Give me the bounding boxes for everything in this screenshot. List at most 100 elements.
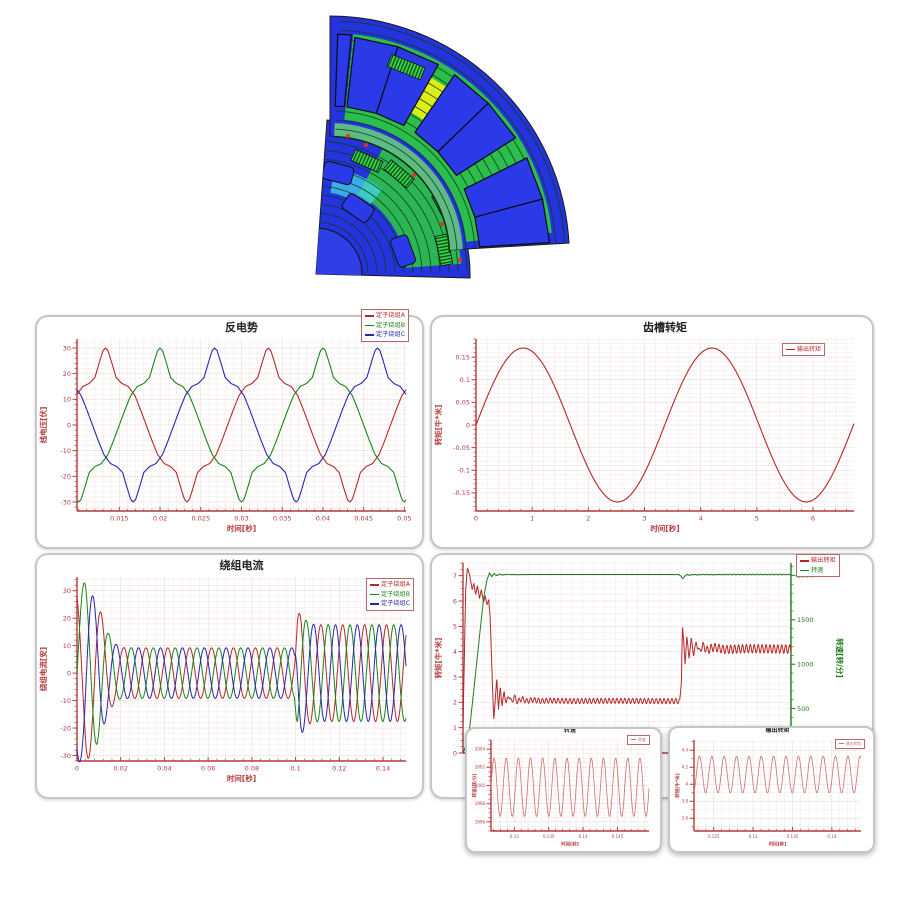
legend-item: 输出转矩 [839, 741, 861, 747]
back-emf-chart-card: 0.015 0.02 0.025 0.03 0.035 0.04 0.045 0.05 30 20… [35, 315, 424, 549]
svg-text:0.02: 0.02 [153, 515, 167, 523]
svg-text:3.8: 3.8 [682, 799, 689, 804]
svg-text:时间[秒]: 时间[秒] [650, 523, 679, 533]
legend-item: 转速 [800, 566, 836, 576]
legend-item: 定子绕组B [370, 590, 410, 600]
legend-label: 转速 [638, 737, 646, 742]
legend-label: 定子绕组A [381, 581, 410, 588]
svg-text:4: 4 [685, 782, 688, 787]
svg-text:转速[转/分]: 转速[转/分] [471, 774, 478, 798]
legend-label: 定子绕组C [376, 331, 406, 339]
legend-dash-icon [786, 348, 795, 351]
svg-text:0.015: 0.015 [110, 515, 129, 523]
svg-text:20: 20 [63, 370, 71, 378]
speed-inset-window[interactable]: 0.13 0.135 0.14 0.145 2004 2002 2000 1998 1996 时间… [465, 727, 662, 853]
svg-text:-0.05: -0.05 [453, 444, 470, 452]
svg-text:7: 7 [453, 572, 457, 580]
svg-text:4: 4 [453, 648, 457, 656]
legend-dash-icon [370, 593, 379, 596]
legend-label: 定子绕组B [381, 590, 410, 598]
svg-text:1500: 1500 [797, 616, 814, 624]
output-torque-inset-chart[interactable]: 0.125 0.13 0.135 0.14 4.4 4.2 4 3.8 3.6 时间[秒] 转矩[牛… [670, 728, 869, 847]
legend-dash-icon [800, 560, 809, 562]
speed-inset-legend: 转速 [627, 735, 650, 745]
svg-text:1: 1 [453, 724, 457, 732]
svg-text:10: 10 [63, 396, 71, 404]
svg-text:0.13: 0.13 [749, 834, 758, 839]
svg-text:-30: -30 [60, 752, 71, 760]
legend-label: 输出转矩 [797, 346, 822, 353]
legend-label: 定子绕组C [381, 600, 411, 608]
svg-text:-0.15: -0.15 [453, 489, 470, 497]
svg-text:1998: 1998 [475, 801, 486, 806]
svg-text:2000: 2000 [475, 783, 486, 788]
legend-item: 转速 [631, 737, 646, 743]
svg-text:3: 3 [453, 673, 457, 681]
svg-text:4.2: 4.2 [682, 765, 689, 770]
legend-item: 定子绕组C [370, 599, 410, 609]
svg-text:2: 2 [586, 515, 590, 523]
svg-text:-0.1: -0.1 [457, 467, 470, 475]
svg-text:时间[秒]: 时间[秒] [227, 773, 256, 783]
svg-text:0.05: 0.05 [397, 515, 411, 523]
svg-text:0.045: 0.045 [354, 515, 373, 523]
svg-text:0.12: 0.12 [332, 765, 346, 773]
svg-text:0.135: 0.135 [543, 834, 555, 839]
svg-text:绕组电流: 绕组电流 [220, 558, 264, 572]
svg-text:输出转矩: 输出转矩 [765, 728, 789, 734]
svg-text:-30: -30 [60, 498, 71, 506]
legend-dash-icon [370, 603, 379, 605]
svg-text:500: 500 [797, 705, 809, 713]
legend-dash-icon [365, 324, 374, 327]
back-emf-chart[interactable]: 0.015 0.02 0.025 0.03 0.035 0.04 0.045 0.05 30 20… [37, 317, 418, 543]
svg-text:3: 3 [642, 515, 646, 523]
svg-text:0: 0 [75, 765, 79, 773]
svg-text:0.06: 0.06 [201, 765, 215, 773]
svg-text:0: 0 [474, 515, 478, 523]
legend-dash-icon [631, 739, 636, 741]
svg-text:2: 2 [453, 699, 457, 707]
svg-text:20: 20 [63, 614, 71, 622]
svg-text:0.135: 0.135 [787, 834, 799, 839]
legend-item: 定子绕组A [365, 311, 405, 321]
legend-item: 定子绕组A [370, 580, 410, 590]
legend-label: 定子绕组B [376, 321, 405, 329]
svg-text:1996: 1996 [475, 819, 486, 824]
svg-text:-20: -20 [60, 473, 71, 481]
legend-label: 转速 [811, 566, 824, 574]
svg-text:绕组电流[安]: 绕组电流[安] [38, 647, 48, 691]
cogging-torque-chart[interactable]: 0 1 2 3 4 5 6 0.15 0.1 0.05 0 -0.05 -0.1 -0.15 时间[秒] 转矩… [432, 317, 868, 543]
svg-text:转矩[牛*米]: 转矩[牛*米] [674, 773, 681, 797]
svg-text:转矩[牛*米]: 转矩[牛*米] [433, 405, 443, 446]
speed-inset-chart[interactable]: 0.13 0.135 0.14 0.145 2004 2002 2000 1998 1996 时间… [467, 729, 656, 847]
svg-text:6: 6 [453, 597, 457, 605]
legend-item: 输出转矩 [786, 345, 821, 354]
svg-text:0.1: 0.1 [460, 376, 470, 384]
svg-text:5: 5 [755, 515, 759, 523]
svg-text:0.035: 0.035 [273, 515, 292, 523]
svg-text:时间[秒]: 时间[秒] [227, 523, 256, 533]
svg-text:0.145: 0.145 [612, 834, 624, 839]
svg-text:0: 0 [453, 749, 457, 757]
svg-text:1000: 1000 [797, 660, 814, 668]
svg-text:0.14: 0.14 [579, 834, 588, 839]
legend-dash-icon [365, 315, 374, 317]
legend-item: 输出转矩 [800, 556, 836, 566]
svg-text:0.04: 0.04 [316, 515, 330, 523]
svg-text:转速: 转速 [564, 729, 576, 734]
svg-text:1: 1 [530, 515, 534, 523]
svg-text:0: 0 [67, 669, 71, 677]
legend-dash-icon [800, 569, 809, 572]
svg-text:0.03: 0.03 [234, 515, 248, 523]
legend-dash-icon [370, 584, 379, 586]
svg-text:转速[转/分]: 转速[转/分] [835, 638, 845, 678]
svg-text:10: 10 [63, 642, 71, 650]
svg-text:时间[秒]: 时间[秒] [769, 841, 787, 848]
legend-dash-icon [839, 743, 844, 745]
back-emf-legend: 定子绕组A 定子绕组B 定子绕组C [361, 309, 410, 342]
svg-text:0.08: 0.08 [245, 765, 259, 773]
svg-text:0.14: 0.14 [827, 834, 836, 839]
svg-text:-20: -20 [60, 724, 71, 732]
winding-current-chart[interactable]: 0 0.02 0.04 0.06 0.08 0.1 0.12 0.14 30 20 10 0 -10 -2… [37, 555, 418, 793]
svg-text:线电压[伏]: 线电压[伏] [38, 407, 48, 444]
